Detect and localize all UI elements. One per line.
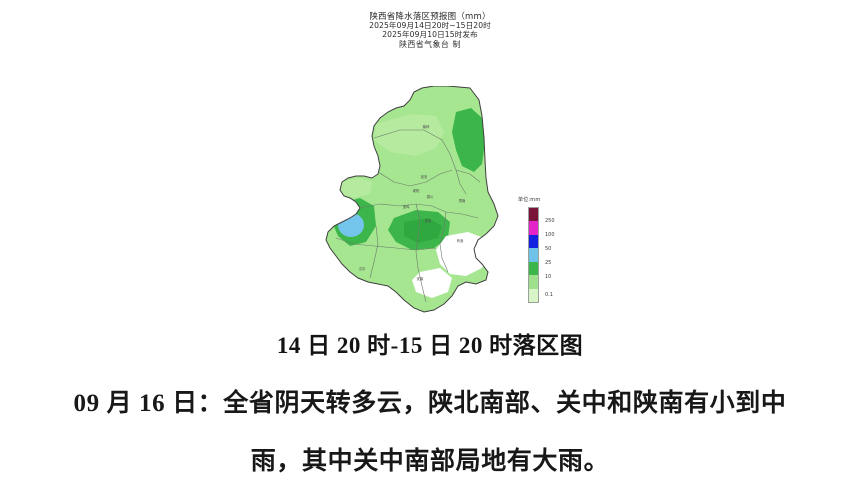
legend-tick-250: 250: [545, 218, 555, 224]
map-label-tongchuan: 铜川: [427, 194, 434, 199]
province-boundary: [325, 86, 499, 313]
figure-caption: 14 日 20 时-15 日 20 时落区图: [276, 333, 584, 358]
forecast-line-1: 09 月 16 日：全省阴天转多云，陕北南部、关中和陕南有小到中: [73, 390, 787, 417]
legend-tick-0.1: 0.1: [545, 292, 553, 298]
map-label-ankang: 安康: [417, 276, 424, 281]
map-city-labels: 榆林 延安 铜川 渭南 西安 宝鸡 咸阳 商洛 汉中 安康: [359, 124, 466, 281]
figure-issuer: 陕西省气象台 制: [399, 39, 461, 49]
legend-unit-label: 单位:mm: [518, 197, 541, 203]
legend-swatch-50-100: [529, 234, 538, 249]
band-25-50-fill-west-core: [338, 213, 364, 237]
map-label-hanzhong: 汉中: [359, 266, 366, 271]
prefecture-boundaries: [335, 129, 481, 303]
legend-swatch-10-25: [529, 261, 538, 276]
legend-colorbar: [528, 207, 539, 303]
band-light-patch-west: [340, 178, 372, 198]
figure-header: 陕西省降水落区预报图（mm） 2025年09月14日20时~15日20时 202…: [0, 12, 860, 49]
legend-swatch-0.1-10-upper: [529, 275, 538, 289]
forecast-paragraph: 09 月 16 日：全省阴天转多云，陕北南部、关中和陕南有小到中 雨，其中关中南…: [0, 375, 860, 485]
forecast-line-2: 雨，其中关中南部局地有大雨。: [250, 448, 610, 475]
legend-swatch-100-250: [529, 221, 538, 235]
forecast-map-figure: 陕西省降水落区预报图（mm） 2025年09月14日20时~15日20时 202…: [0, 12, 860, 322]
map-label-yanan: 延安: [421, 174, 428, 179]
no-precip-area-south: [412, 268, 452, 298]
figure-issue-time: 2025年09月10日15时发布: [382, 29, 478, 39]
figure-valid-time: 2025年09月14日20时~15日20时: [369, 21, 491, 31]
legend-tick-25: 25: [545, 260, 552, 266]
map-label-baoji: 宝鸡: [403, 204, 410, 209]
shaanxi-province-map: 榆林 延安 铜川 渭南 西安 宝鸡 咸阳 商洛 汉中 安康: [316, 86, 516, 322]
map-label-xianyang: 咸阳: [413, 188, 420, 193]
map-label-weinan: 渭南: [459, 198, 466, 203]
band-10-25-fill-northeast: [452, 108, 485, 172]
map-label-shangluo: 商洛: [457, 238, 464, 243]
legend-swatch-250-plus: [529, 208, 538, 222]
legend-tick-10: 10: [545, 274, 552, 280]
legend-tick-100: 100: [545, 232, 555, 238]
map-label-xian: 西安: [425, 218, 432, 223]
legend-tick-50: 50: [545, 246, 552, 252]
figure-title: 陕西省降水落区预报图（mm）: [369, 12, 491, 22]
legend-swatch-25-50: [529, 248, 538, 262]
precipitation-legend: 单位:mm 250 100 50 25 10 0.1: [512, 196, 582, 316]
band-light-patch-north: [374, 114, 444, 156]
map-label-yulin: 榆林: [423, 124, 430, 129]
no-precip-area-southeast: [436, 232, 488, 276]
legend-swatch-0.1-10-lower: [529, 288, 538, 302]
band-heavy-core-central: [404, 218, 442, 243]
legend-tick-labels: 250 100 50 25 10 0.1: [542, 207, 580, 303]
